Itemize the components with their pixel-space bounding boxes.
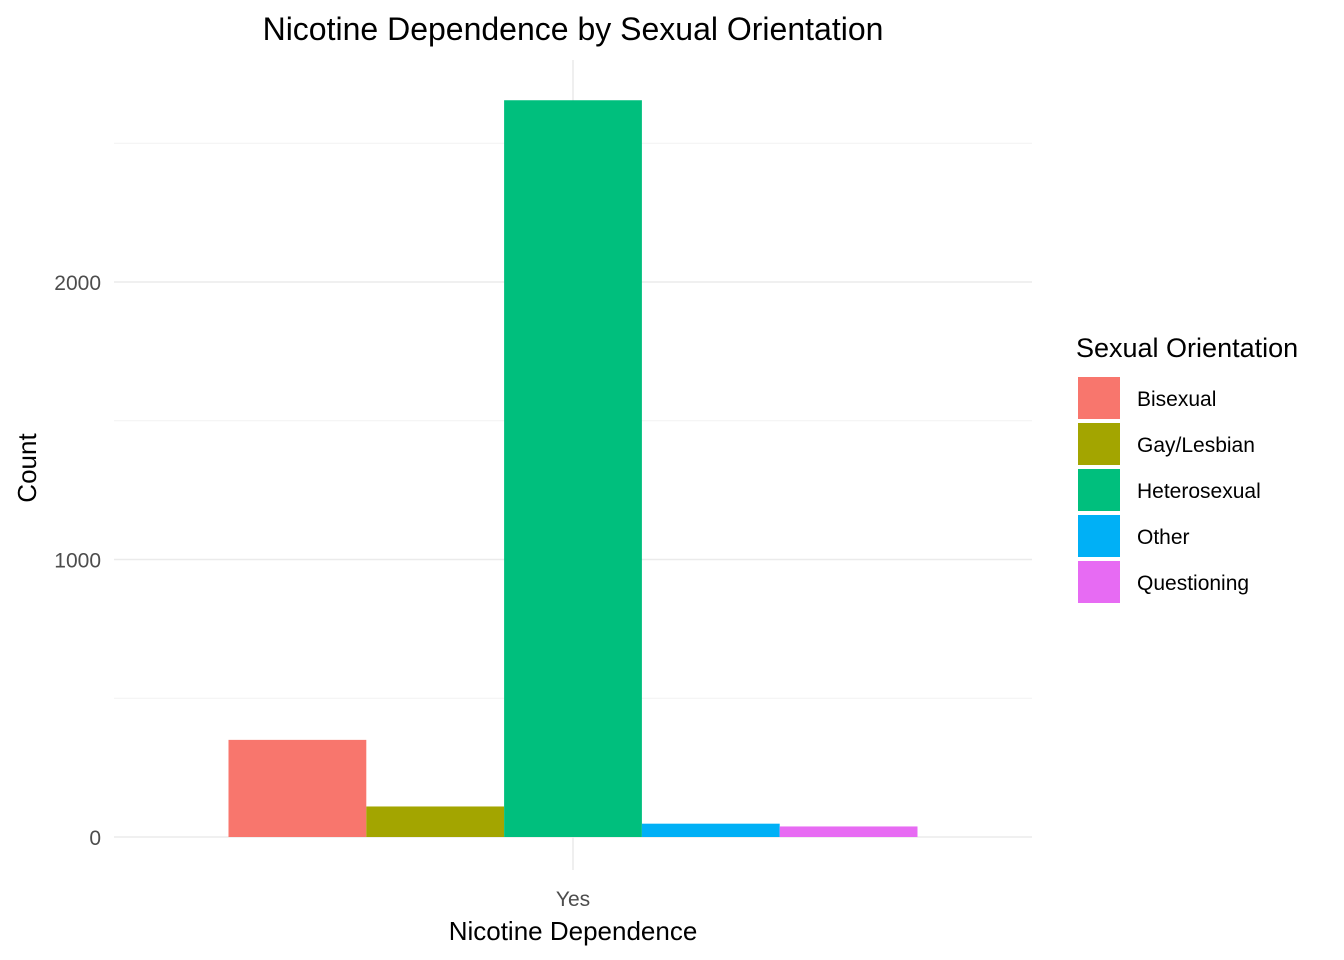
bar-questioning [780,826,918,837]
y-axis-title: Count [12,433,42,503]
legend: Sexual Orientation Bisexual Gay/Lesbian He… [1076,333,1298,603]
legend-label: Heterosexual [1137,480,1261,503]
bar-bisexual [229,740,367,837]
legend-swatch [1078,423,1120,465]
x-axis-ticks: Yes [556,888,590,911]
legend-title: Sexual Orientation [1076,333,1298,363]
bars [229,100,918,837]
legend-label: Other [1137,526,1190,549]
legend-items: Bisexual Gay/Lesbian Heterosexual Other Ques… [1078,377,1261,603]
y-tick-label: 2000 [54,272,101,295]
x-tick-label: Yes [556,888,590,911]
y-axis-ticks: 0 1000 2000 [54,272,101,850]
chart-title: Nicotine Dependence by Sexual Orientatio… [263,11,884,47]
bar-other [642,824,780,837]
legend-swatch [1078,561,1120,603]
legend-label: Questioning [1137,572,1249,595]
legend-swatch [1078,515,1120,557]
legend-label: Bisexual [1137,388,1216,411]
legend-label: Gay/Lesbian [1137,434,1255,457]
y-tick-label: 1000 [54,550,101,573]
bar-heterosexual [504,100,642,837]
legend-swatch [1078,469,1120,511]
y-tick-label: 0 [89,827,101,850]
legend-swatch [1078,377,1120,419]
x-axis-title: Nicotine Dependence [449,916,698,946]
bar-gay-lesbian [366,806,504,837]
